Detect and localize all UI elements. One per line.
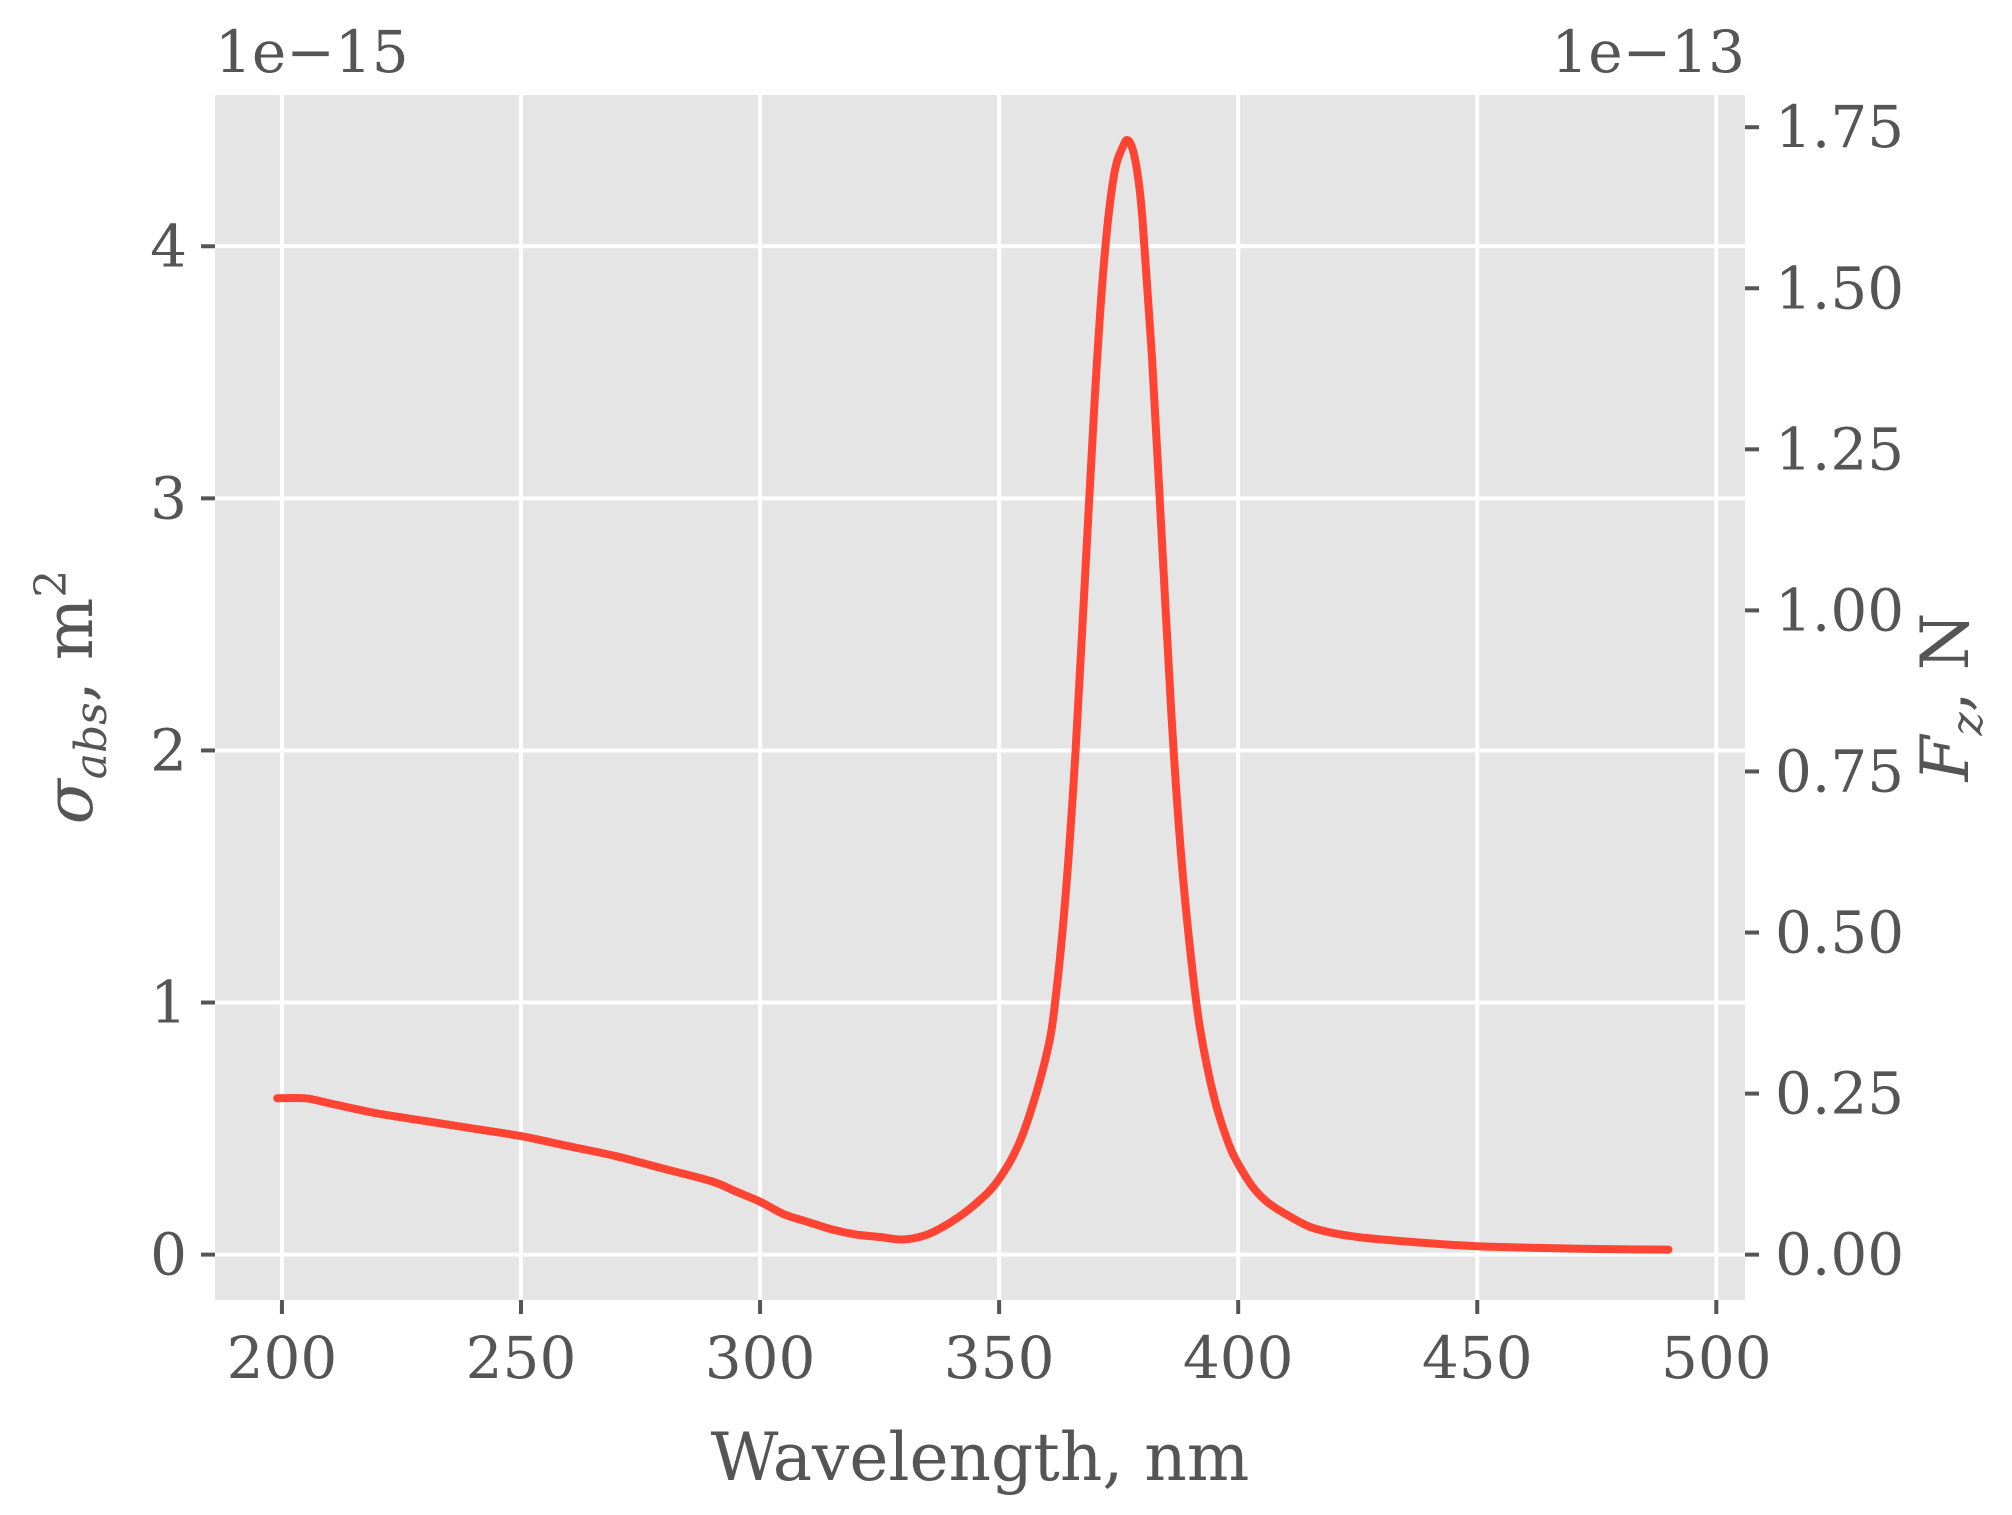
x-tick-label: 300 xyxy=(705,1324,816,1392)
tick-labels: 200 250 300 350 400 450 500 0 1 2 3 4 0.00 0.25 0.50 0.… xyxy=(150,93,1904,1392)
x-tick-label: 400 xyxy=(1183,1324,1294,1392)
y-axis-title-right: Fz, N xyxy=(1907,613,1993,783)
y-right-tick-label: 1.75 xyxy=(1775,93,1904,161)
y-right-tick-label: 0.50 xyxy=(1775,899,1904,967)
x-tick-label: 500 xyxy=(1661,1324,1772,1392)
axis-ticks xyxy=(201,125,1759,1314)
y-left-unit: , m xyxy=(31,598,108,703)
right-offset-text: 1e−13 xyxy=(1551,18,1745,86)
y-left-subscript: abs xyxy=(66,702,117,779)
grid-lines xyxy=(215,95,1745,1300)
y-left-tick-label: 0 xyxy=(150,1221,187,1289)
y-right-tick-label: 1.50 xyxy=(1775,254,1904,322)
y-right-symbol: F xyxy=(1907,733,1984,782)
y-right-tick-label: 1.25 xyxy=(1775,415,1904,483)
y-right-tick-label: 0.00 xyxy=(1775,1221,1904,1289)
plot-background xyxy=(215,95,1745,1300)
series-layer xyxy=(273,135,1673,1254)
x-tick-label: 200 xyxy=(227,1324,338,1392)
x-tick-label: 250 xyxy=(466,1324,577,1392)
y-left-symbol: σ xyxy=(31,777,108,824)
y-left-superscript: 2 xyxy=(26,570,77,598)
y-left-tick-label: 2 xyxy=(150,716,187,784)
x-tick-label: 350 xyxy=(944,1324,1055,1392)
y-left-tick-label: 1 xyxy=(150,969,187,1037)
y-right-unit: , N xyxy=(1907,613,1984,713)
left-offset-text: 1e−15 xyxy=(215,18,409,86)
y-right-tick-label: 0.75 xyxy=(1775,737,1904,805)
y-left-tick-label: 4 xyxy=(150,212,187,280)
x-axis-title: Wavelength, nm xyxy=(711,1419,1250,1496)
y-right-tick-label: 1.00 xyxy=(1775,576,1904,644)
y-right-subscript: z xyxy=(1942,712,1993,737)
y-right-tick-label: 0.25 xyxy=(1775,1060,1904,1128)
y-left-tick-label: 3 xyxy=(150,464,187,532)
x-tick-label: 450 xyxy=(1422,1324,1533,1392)
y-axis-title-left: σabs, m2 xyxy=(26,570,117,825)
series-line xyxy=(273,135,1673,1254)
